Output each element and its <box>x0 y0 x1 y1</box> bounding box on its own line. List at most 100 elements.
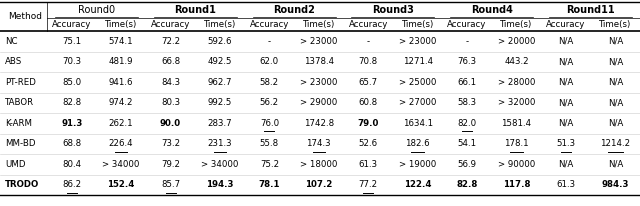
Text: N/A: N/A <box>558 57 573 66</box>
Text: 60.8: 60.8 <box>358 98 378 107</box>
Text: 1214.2: 1214.2 <box>600 139 630 148</box>
Text: 152.4: 152.4 <box>108 180 135 189</box>
Text: > 34000: > 34000 <box>201 160 239 169</box>
Text: 492.5: 492.5 <box>208 57 232 66</box>
Text: Time(s): Time(s) <box>401 20 434 29</box>
Text: 52.6: 52.6 <box>358 139 378 148</box>
Text: > 20000: > 20000 <box>498 37 535 46</box>
Text: -: - <box>465 37 468 46</box>
Text: 80.4: 80.4 <box>62 160 81 169</box>
Text: 79.2: 79.2 <box>161 160 180 169</box>
Text: TABOR: TABOR <box>5 98 34 107</box>
Text: 51.3: 51.3 <box>556 139 575 148</box>
Text: 66.1: 66.1 <box>458 78 477 87</box>
Text: 82.8: 82.8 <box>456 180 477 189</box>
Text: N/A: N/A <box>607 57 623 66</box>
Text: N/A: N/A <box>607 160 623 169</box>
Text: Time(s): Time(s) <box>303 20 335 29</box>
Text: 182.6: 182.6 <box>405 139 430 148</box>
Text: > 34000: > 34000 <box>102 160 140 169</box>
Text: 75.2: 75.2 <box>260 160 279 169</box>
Text: NC: NC <box>5 37 17 46</box>
Text: > 18000: > 18000 <box>300 160 337 169</box>
Text: 84.3: 84.3 <box>161 78 180 87</box>
Text: 1378.4: 1378.4 <box>304 57 334 66</box>
Text: N/A: N/A <box>607 37 623 46</box>
Text: Time(s): Time(s) <box>599 20 632 29</box>
Text: N/A: N/A <box>558 160 573 169</box>
Text: 194.3: 194.3 <box>206 180 234 189</box>
Text: 62.0: 62.0 <box>260 57 279 66</box>
Text: 974.2: 974.2 <box>109 98 133 107</box>
Text: 962.7: 962.7 <box>208 78 232 87</box>
Text: 117.8: 117.8 <box>502 180 530 189</box>
Text: > 28000: > 28000 <box>498 78 535 87</box>
Text: 85.7: 85.7 <box>161 180 180 189</box>
Text: 58.2: 58.2 <box>260 78 279 87</box>
Text: PT-RED: PT-RED <box>5 78 36 87</box>
Text: 55.8: 55.8 <box>260 139 279 148</box>
Text: N/A: N/A <box>607 119 623 128</box>
Text: -: - <box>268 37 271 46</box>
Text: 592.6: 592.6 <box>208 37 232 46</box>
Text: 574.1: 574.1 <box>109 37 133 46</box>
Text: > 23000: > 23000 <box>300 78 337 87</box>
Text: 122.4: 122.4 <box>404 180 431 189</box>
Text: 78.1: 78.1 <box>259 180 280 189</box>
Text: 72.2: 72.2 <box>161 37 180 46</box>
Text: > 23000: > 23000 <box>399 37 436 46</box>
Text: 941.6: 941.6 <box>109 78 133 87</box>
Text: N/A: N/A <box>558 119 573 128</box>
Text: N/A: N/A <box>558 37 573 46</box>
Text: Time(s): Time(s) <box>204 20 236 29</box>
Text: 90.0: 90.0 <box>160 119 181 128</box>
Text: Time(s): Time(s) <box>500 20 532 29</box>
Text: Time(s): Time(s) <box>105 20 137 29</box>
Text: > 29000: > 29000 <box>300 98 337 107</box>
Text: 107.2: 107.2 <box>305 180 332 189</box>
Text: 984.3: 984.3 <box>602 180 629 189</box>
Text: 56.2: 56.2 <box>260 98 279 107</box>
Text: Accuracy: Accuracy <box>546 20 586 29</box>
Text: 77.2: 77.2 <box>358 180 378 189</box>
Text: 481.9: 481.9 <box>109 57 133 66</box>
Text: 75.1: 75.1 <box>62 37 81 46</box>
Text: K-ARM: K-ARM <box>5 119 32 128</box>
Text: -: - <box>367 37 370 46</box>
Text: 65.7: 65.7 <box>358 78 378 87</box>
Text: 226.4: 226.4 <box>109 139 133 148</box>
Text: 66.8: 66.8 <box>161 57 180 66</box>
Text: Round0: Round0 <box>78 5 115 15</box>
Text: Round2: Round2 <box>273 5 315 15</box>
Text: N/A: N/A <box>558 98 573 107</box>
Text: 443.2: 443.2 <box>504 57 529 66</box>
Text: Accuracy: Accuracy <box>151 20 190 29</box>
Text: 85.0: 85.0 <box>62 78 81 87</box>
Text: > 19000: > 19000 <box>399 160 436 169</box>
Text: Round1: Round1 <box>174 5 216 15</box>
Text: 56.9: 56.9 <box>458 160 477 169</box>
Text: Round4: Round4 <box>471 5 513 15</box>
Text: UMD: UMD <box>5 160 26 169</box>
Text: 1634.1: 1634.1 <box>403 119 433 128</box>
Text: Method: Method <box>8 12 42 21</box>
Text: 174.3: 174.3 <box>307 139 331 148</box>
Text: ABS: ABS <box>5 57 22 66</box>
Text: > 27000: > 27000 <box>399 98 436 107</box>
Text: Accuracy: Accuracy <box>349 20 388 29</box>
Text: 61.3: 61.3 <box>358 160 378 169</box>
Text: 80.3: 80.3 <box>161 98 180 107</box>
Text: N/A: N/A <box>607 78 623 87</box>
Text: 73.2: 73.2 <box>161 139 180 148</box>
Text: N/A: N/A <box>558 78 573 87</box>
Text: > 32000: > 32000 <box>498 98 535 107</box>
Text: 82.0: 82.0 <box>458 119 477 128</box>
Text: 58.3: 58.3 <box>458 98 477 107</box>
Text: 61.3: 61.3 <box>556 180 575 189</box>
Text: Round3: Round3 <box>372 5 414 15</box>
Text: 1742.8: 1742.8 <box>304 119 334 128</box>
Text: 231.3: 231.3 <box>207 139 232 148</box>
Text: > 23000: > 23000 <box>300 37 337 46</box>
Text: 1271.4: 1271.4 <box>403 57 433 66</box>
Text: 178.1: 178.1 <box>504 139 529 148</box>
